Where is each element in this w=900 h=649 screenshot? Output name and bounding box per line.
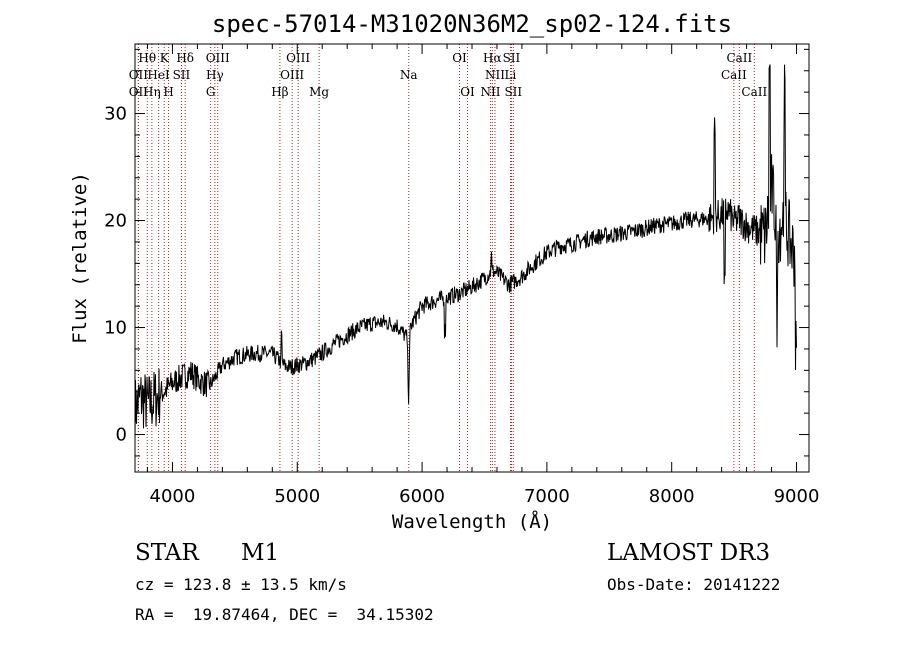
line-label: NII	[485, 68, 505, 82]
y-tick-label: 30	[104, 104, 127, 125]
x-axis-label: Wavelength (Å)	[392, 510, 552, 533]
y-tick-label: 0	[116, 425, 127, 446]
line-label: OIII	[280, 68, 304, 82]
spectrum-line	[134, 64, 797, 440]
line-label: NII	[480, 85, 500, 99]
survey-name: LAMOST DR3	[607, 540, 771, 566]
line-label: Hθ	[138, 51, 156, 65]
x-tick-label: 4000	[150, 486, 196, 507]
x-tick-label: 6000	[399, 486, 445, 507]
coordinates-text: RA = 19.87464, DEC = 34.15302	[135, 605, 434, 624]
y-axis-label: Flux (relative)	[69, 172, 91, 344]
y-tick-label: 20	[104, 211, 127, 232]
line-label: H	[163, 85, 173, 99]
obs-date-text: Obs-Date: 20141222	[607, 575, 781, 594]
x-tick-label: 5000	[274, 486, 320, 507]
line-label: Li	[505, 68, 517, 82]
line-label: OI	[460, 85, 475, 99]
x-tick-label: 8000	[649, 486, 695, 507]
object-subclass: M1	[241, 540, 280, 566]
redshift-text: cz = 123.8 ± 13.5 km/s	[135, 575, 347, 594]
spectrum-line-group	[134, 64, 797, 440]
line-label: G	[206, 85, 216, 99]
line-label: Hα	[483, 51, 502, 65]
line-label: CaII	[741, 85, 767, 99]
line-label: Hγ	[206, 68, 224, 82]
line-label: Hδ	[176, 51, 194, 65]
line-label: Hβ	[271, 85, 288, 99]
line-label: SII	[173, 68, 191, 82]
line-label: Hη	[143, 85, 161, 99]
line-markers	[137, 44, 755, 472]
x-tick-label: 7000	[524, 486, 570, 507]
line-label: SII	[503, 51, 521, 65]
line-label: SII	[504, 85, 522, 99]
y-tick-label: 10	[104, 318, 127, 339]
line-label: CaII	[721, 68, 747, 82]
chart-title: spec-57014-M31020N36M2_sp02-124.fits	[212, 10, 732, 38]
line-label: OIII	[286, 51, 310, 65]
line-label: OIII	[206, 51, 230, 65]
line-label: OII	[129, 68, 149, 82]
object-class: STAR	[135, 540, 199, 566]
line-label: CaII	[726, 51, 752, 65]
axis-ticks: 4000 5000 6000 7000 8000 9000 0 10 20 30	[104, 44, 819, 507]
line-label: Mg	[309, 85, 329, 99]
line-label: HeI	[147, 68, 170, 82]
plot-frame	[134, 43, 810, 473]
line-label: K	[160, 51, 170, 65]
line-label: OI	[452, 51, 467, 65]
line-label: Na	[400, 68, 418, 82]
x-tick-label: 9000	[774, 486, 820, 507]
